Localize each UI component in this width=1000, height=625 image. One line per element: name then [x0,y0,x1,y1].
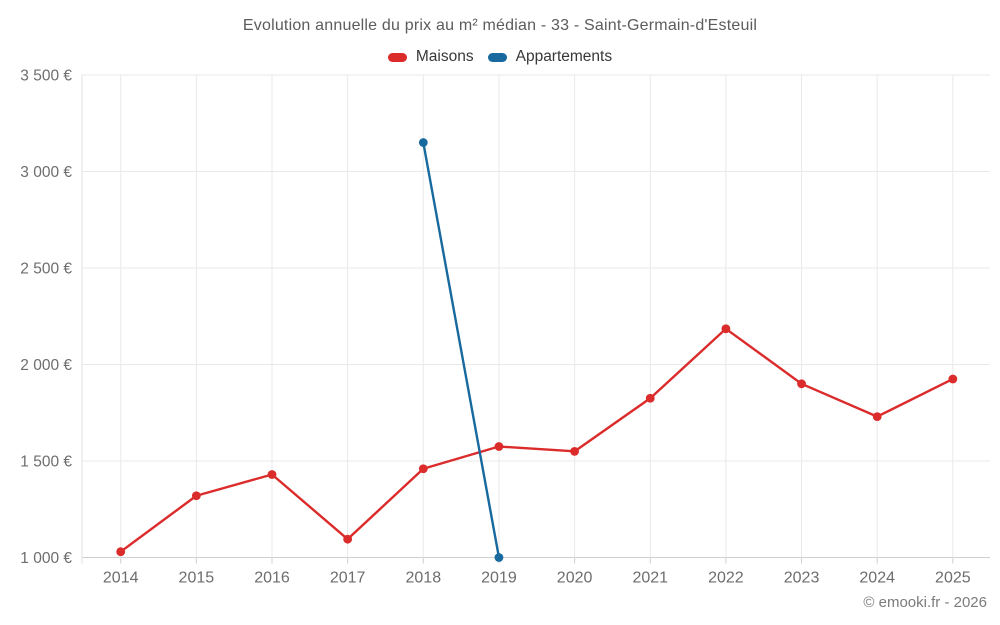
svg-text:2018: 2018 [406,570,442,587]
svg-text:2014: 2014 [103,570,139,587]
svg-text:3 500 €: 3 500 € [20,68,72,85]
svg-text:2020: 2020 [557,570,593,587]
svg-text:2015: 2015 [179,570,215,587]
svg-text:1 000 €: 1 000 € [20,550,72,567]
legend-label-appartements: Appartements [515,48,613,65]
svg-text:2 500 €: 2 500 € [20,261,72,278]
svg-text:2016: 2016 [254,570,290,587]
svg-text:2 000 €: 2 000 € [20,357,72,374]
maisons-series-swatch-icon [387,52,407,62]
copyright-credit: © emooki.fr - 2026 [863,594,987,611]
svg-text:2024: 2024 [859,570,895,587]
svg-text:2019: 2019 [481,570,517,587]
appartements-series-swatch-icon [487,52,507,62]
svg-text:2017: 2017 [330,570,366,587]
svg-text:3 000 €: 3 000 € [20,164,72,181]
legend-item-maisons[interactable]: Maisons [387,48,474,66]
svg-text:2022: 2022 [708,570,744,587]
svg-text:2025: 2025 [935,570,971,587]
svg-text:2021: 2021 [632,570,668,587]
legend: Maisons Appartements [0,46,1000,68]
svg-text:2023: 2023 [784,570,820,587]
legend-label-maisons: Maisons [415,48,474,65]
svg-text:1 500 €: 1 500 € [20,454,72,471]
chart-title: Evolution annuelle du prix au m² médian … [242,17,758,34]
legend-item-appartements[interactable]: Appartements [487,48,613,66]
